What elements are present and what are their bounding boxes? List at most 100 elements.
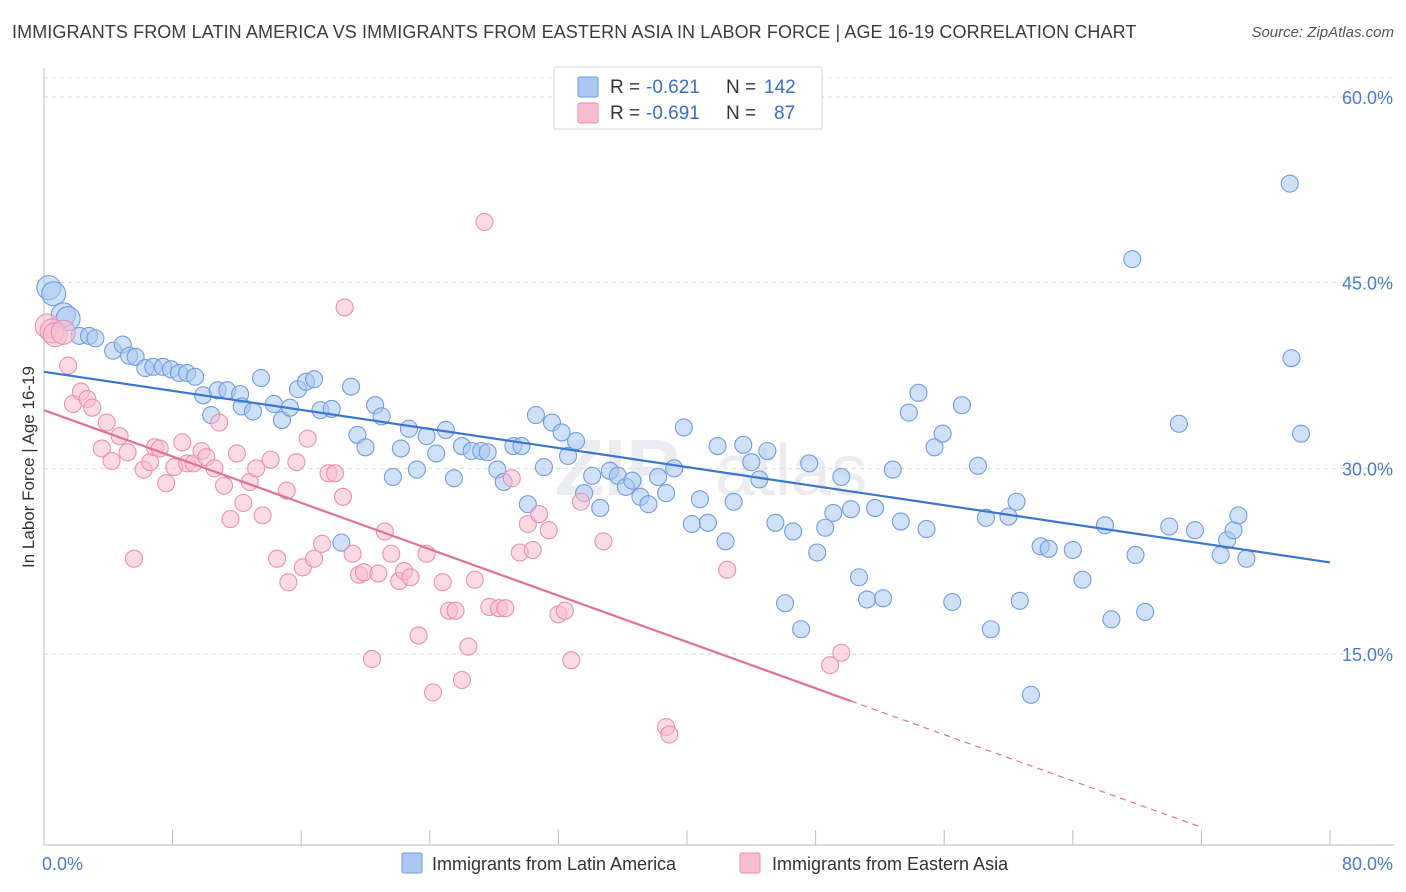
point-latin-america-73 bbox=[657, 484, 676, 503]
point-latin-america-120 bbox=[1095, 516, 1114, 535]
point-latin-america-51 bbox=[478, 443, 497, 462]
point-latin-america-101 bbox=[891, 512, 910, 531]
bottom-legend-label-eastern-asia: Immigrants from Eastern Asia bbox=[772, 854, 1009, 874]
point-latin-america-96 bbox=[849, 568, 869, 587]
point-latin-america-57 bbox=[526, 406, 545, 425]
point-latin-america-126 bbox=[1169, 414, 1188, 433]
point-eastern-asia-45 bbox=[333, 487, 353, 506]
point-latin-america-119 bbox=[1073, 570, 1092, 589]
legend-n-value-0: 142 bbox=[764, 77, 796, 98]
point-eastern-asia-11 bbox=[110, 427, 129, 446]
point-latin-america-111 bbox=[981, 620, 1000, 639]
point-eastern-asia-57 bbox=[409, 626, 428, 645]
point-eastern-asia-79 bbox=[571, 492, 590, 511]
point-latin-america-71 bbox=[639, 495, 658, 514]
point-eastern-asia-28 bbox=[221, 510, 240, 529]
x-tick-label-1: 80.0% bbox=[1342, 854, 1393, 874]
point-eastern-asia-18 bbox=[157, 474, 176, 493]
point-eastern-asia-56 bbox=[401, 568, 420, 587]
point-latin-america-118 bbox=[1063, 540, 1082, 560]
y-tick-label-1: 30.0% bbox=[1342, 459, 1393, 479]
point-latin-america-97 bbox=[857, 590, 877, 609]
x-tick-label-0: 0.0% bbox=[42, 854, 83, 874]
legend-n-label-0: N = bbox=[726, 77, 756, 98]
legend-r-value-0: -0.621 bbox=[646, 77, 700, 98]
point-eastern-asia-3 bbox=[59, 356, 78, 375]
point-eastern-asia-59 bbox=[423, 683, 443, 702]
point-latin-america-113 bbox=[1007, 492, 1026, 511]
point-eastern-asia-60 bbox=[433, 573, 452, 592]
point-latin-america-34 bbox=[332, 533, 351, 552]
point-latin-america-6 bbox=[86, 329, 105, 348]
point-latin-america-125 bbox=[1160, 517, 1179, 536]
legend-frame bbox=[553, 66, 823, 130]
point-latin-america-109 bbox=[968, 456, 988, 475]
point-latin-america-61 bbox=[558, 446, 578, 466]
point-eastern-asia-27 bbox=[214, 476, 234, 495]
point-eastern-asia-26 bbox=[210, 413, 229, 432]
point-eastern-asia-41 bbox=[305, 549, 324, 568]
chart-title: IMMIGRANTS FROM LATIN AMERICA VS IMMIGRA… bbox=[12, 22, 1137, 42]
point-latin-america-102 bbox=[899, 403, 918, 422]
point-latin-america-80 bbox=[716, 532, 735, 551]
point-eastern-asia-63 bbox=[452, 670, 472, 690]
point-latin-america-91 bbox=[808, 543, 827, 562]
bottom-legend-swatch-eastern-asia bbox=[739, 852, 761, 874]
point-latin-america-88 bbox=[784, 522, 803, 541]
point-latin-america-37 bbox=[356, 438, 375, 457]
legend-r-label-0: R = bbox=[610, 77, 640, 98]
point-eastern-asia-8 bbox=[92, 439, 111, 458]
point-latin-america-132 bbox=[1237, 549, 1256, 568]
point-latin-america-79 bbox=[708, 437, 727, 456]
point-latin-america-106 bbox=[933, 424, 952, 443]
point-eastern-asia-34 bbox=[261, 450, 280, 469]
y-tick-label-2: 45.0% bbox=[1342, 274, 1393, 294]
legend-n-value-1: 87 bbox=[774, 103, 795, 124]
point-eastern-asia-10 bbox=[102, 451, 121, 470]
point-latin-america-82 bbox=[734, 435, 753, 454]
point-latin-america-65 bbox=[591, 498, 610, 517]
point-eastern-asia-82 bbox=[660, 725, 679, 744]
point-eastern-asia-80 bbox=[594, 532, 613, 551]
legend: R = -0.621 N = 142 R = -0.691 N = 87 bbox=[553, 66, 823, 130]
legend-r-label-1: R = bbox=[610, 103, 640, 124]
point-eastern-asia-73 bbox=[523, 540, 542, 560]
y-axis-label: In Labor Force | Age 16-19 bbox=[19, 366, 38, 568]
point-latin-america-135 bbox=[1292, 424, 1311, 443]
point-latin-america-64 bbox=[583, 466, 602, 485]
chart-source: Source: ZipAtlas.com bbox=[1251, 24, 1394, 41]
point-eastern-asia-86 bbox=[50, 319, 76, 345]
trend-lines bbox=[43, 370, 1331, 828]
point-latin-america-45 bbox=[427, 444, 446, 463]
point-latin-america-31 bbox=[305, 370, 324, 389]
point-latin-america-83 bbox=[742, 453, 761, 472]
legend-swatch-eastern-asia bbox=[577, 102, 599, 124]
legend-r-value-1: -0.691 bbox=[646, 103, 700, 124]
point-eastern-asia-35 bbox=[268, 549, 287, 568]
bottom-legend: Immigrants from Latin America Immigrants… bbox=[401, 852, 1009, 874]
point-eastern-asia-50 bbox=[362, 649, 381, 669]
point-eastern-asia-62 bbox=[446, 601, 465, 620]
point-eastern-asia-9 bbox=[97, 413, 116, 432]
point-eastern-asia-38 bbox=[287, 453, 306, 472]
point-latin-america-121 bbox=[1102, 610, 1121, 629]
point-latin-america-1 bbox=[41, 281, 67, 307]
point-eastern-asia-77 bbox=[555, 601, 574, 620]
point-latin-america-86 bbox=[766, 513, 785, 532]
point-eastern-asia-53 bbox=[382, 544, 401, 563]
point-latin-america-69 bbox=[623, 471, 642, 490]
point-latin-america-58 bbox=[534, 458, 553, 477]
point-latin-america-87 bbox=[776, 594, 795, 613]
point-latin-america-100 bbox=[883, 460, 902, 479]
point-eastern-asia-13 bbox=[124, 549, 144, 568]
point-latin-america-81 bbox=[724, 492, 743, 511]
point-latin-america-35 bbox=[341, 377, 361, 396]
point-latin-america-40 bbox=[383, 467, 402, 487]
point-latin-america-103 bbox=[909, 383, 928, 402]
point-eastern-asia-44 bbox=[325, 464, 345, 483]
point-eastern-asia-30 bbox=[234, 493, 253, 513]
point-latin-america-122 bbox=[1123, 250, 1142, 269]
trend-line-eastern-asia-extension bbox=[850, 700, 1202, 828]
